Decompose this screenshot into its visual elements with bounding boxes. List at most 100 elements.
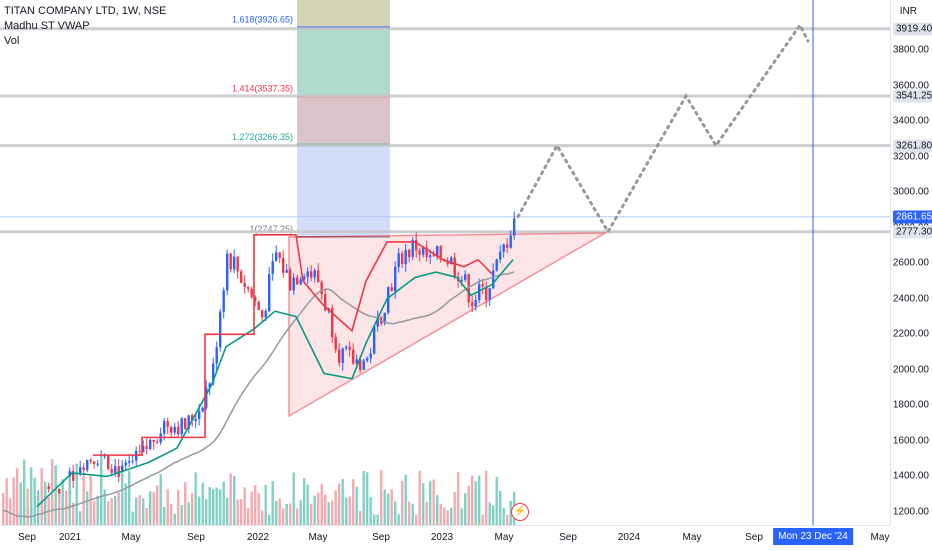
volume-bar xyxy=(145,508,148,525)
candle-body xyxy=(306,271,309,277)
price-tick: 2000.00 xyxy=(892,364,929,376)
volume-bar xyxy=(404,474,407,525)
candle-body xyxy=(376,317,379,327)
volume-bar xyxy=(320,483,323,525)
volume-bar xyxy=(275,501,278,525)
volume-bar xyxy=(100,455,103,525)
volume-bar xyxy=(5,478,8,525)
volume-bar xyxy=(110,498,113,525)
candle-body xyxy=(138,450,141,452)
candle-body xyxy=(488,288,491,300)
time-axis[interactable]: Sep 2021 May Sep 2022 May Sep 2023 May Sep 2024 May… xyxy=(0,525,890,551)
symbol-title[interactable]: TITAN COMPANY LTD, 1W, NSE xyxy=(4,5,167,17)
candle-body xyxy=(282,258,285,273)
candle-body xyxy=(446,261,449,265)
volume-bar xyxy=(121,471,124,525)
price-chart[interactable]: 1.618(3926.65) 1.414(3537.35) 1.272(3266.3… xyxy=(0,0,890,525)
candle-body xyxy=(502,244,505,252)
candle-body xyxy=(341,348,344,363)
supertrend-line xyxy=(93,233,493,456)
time-tick: Sep xyxy=(372,532,390,543)
volume-bar xyxy=(72,502,75,525)
price-axis[interactable]: INR 1200.00 1400.00 1600.00 1800.00 2000.00 2… xyxy=(890,0,932,525)
candle-body xyxy=(397,253,400,267)
price-tick: 1800.00 xyxy=(892,399,929,411)
candle-body xyxy=(264,310,267,318)
candle-body xyxy=(96,463,99,465)
candle-body xyxy=(404,249,407,264)
volume-bar xyxy=(432,479,435,525)
volume-bar xyxy=(485,470,488,525)
volume-bar xyxy=(471,475,474,525)
candle-body xyxy=(194,418,197,421)
volume-bar xyxy=(446,510,449,525)
volume-bar xyxy=(149,491,152,525)
price-tick: 3000.00 xyxy=(892,186,929,198)
volume-bar xyxy=(439,503,442,525)
volume-bar xyxy=(26,488,29,525)
candle-body xyxy=(439,246,442,260)
volume-label[interactable]: Vol xyxy=(4,35,20,47)
volume-bar xyxy=(345,497,348,525)
volume-bar xyxy=(86,491,89,525)
volume-bar xyxy=(401,480,404,525)
chart-legend: TITAN COMPANY LTD, 1W, NSE Madhu ST VWAP… xyxy=(4,4,166,49)
candle-body xyxy=(226,253,229,291)
volume-bar xyxy=(376,514,379,525)
candle-body xyxy=(149,439,152,449)
volume-bar xyxy=(453,492,456,525)
volume-bar xyxy=(187,502,190,525)
chart-area[interactable]: 1.618(3926.65) 1.414(3537.35) 1.272(3266.3… xyxy=(0,0,890,525)
volume-bar xyxy=(359,510,362,525)
candle-body xyxy=(82,467,85,471)
candle-body xyxy=(289,269,292,291)
volume-bar xyxy=(173,513,176,525)
volume-bar xyxy=(355,486,358,525)
candle-body xyxy=(387,287,390,313)
volume-bar xyxy=(268,514,271,525)
time-tick: Sep xyxy=(745,532,763,543)
candle-body xyxy=(233,256,236,270)
volume-bar xyxy=(215,487,218,525)
volume-bar xyxy=(292,472,295,525)
volume-bar xyxy=(184,482,187,525)
volume-bar xyxy=(443,507,446,525)
candle-body xyxy=(236,256,239,272)
candle-body xyxy=(415,239,418,251)
candle-body xyxy=(408,249,411,257)
candle-body xyxy=(394,266,397,292)
volume-bar xyxy=(369,497,372,525)
time-tick: Sep xyxy=(559,532,577,543)
volume-bar xyxy=(460,508,463,525)
alert-icon[interactable]: ⚡ xyxy=(511,503,529,521)
candle-body xyxy=(243,282,246,288)
candle-body xyxy=(205,387,208,408)
volume-bar xyxy=(205,499,208,525)
time-tick: May xyxy=(682,532,702,543)
time-tick: May xyxy=(308,532,328,543)
volume-bar xyxy=(481,514,484,525)
candle-body xyxy=(261,310,264,318)
fib-zone-2 xyxy=(297,96,390,145)
volume-bar xyxy=(40,468,43,525)
time-tick: May xyxy=(870,532,890,543)
candle-body xyxy=(313,270,316,278)
volume-bar xyxy=(96,495,99,525)
indicator-label[interactable]: Madhu ST VWAP xyxy=(4,20,90,32)
time-tick: 2024 xyxy=(617,532,641,543)
volume-bar xyxy=(61,479,64,525)
volume-bar xyxy=(390,489,393,525)
candle-body xyxy=(324,294,327,311)
price-tick: 1200.00 xyxy=(892,506,929,518)
candle-body xyxy=(495,259,498,271)
candle-body xyxy=(506,244,509,248)
volume-bar xyxy=(79,511,82,525)
candle-body xyxy=(131,460,134,462)
candle-body xyxy=(128,461,131,463)
candle-body xyxy=(320,281,323,295)
candle-body xyxy=(163,421,166,434)
candle-body xyxy=(219,311,222,348)
candle-body xyxy=(432,255,435,257)
vwap-line xyxy=(36,259,514,508)
volume-bar xyxy=(317,492,320,525)
